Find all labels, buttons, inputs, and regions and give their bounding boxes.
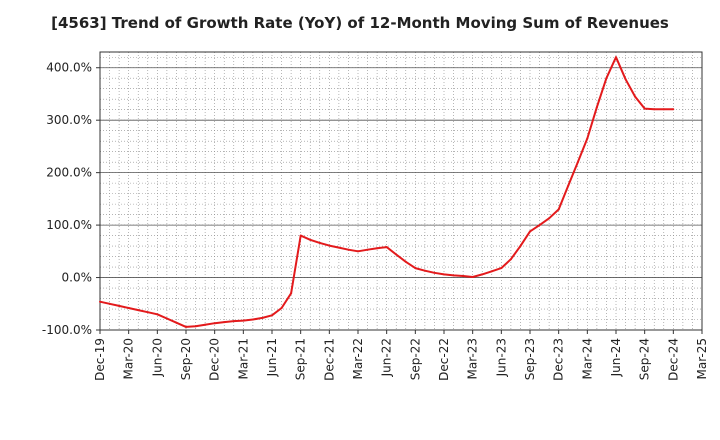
x-axis-tick-label: Jun-20 bbox=[150, 338, 164, 377]
y-axis-tick-label: -100.0% bbox=[42, 323, 92, 337]
x-axis-tick-label: Dec-22 bbox=[437, 338, 451, 381]
data-point bbox=[653, 108, 656, 111]
data-point bbox=[108, 302, 111, 305]
data-point bbox=[232, 320, 235, 323]
data-point bbox=[357, 250, 359, 253]
data-point bbox=[529, 230, 531, 233]
data-point bbox=[223, 321, 226, 324]
grid-vertical-lines bbox=[109, 52, 693, 330]
data-point bbox=[481, 273, 484, 276]
data-point bbox=[395, 253, 398, 256]
y-axis-tick-label: 300.0% bbox=[46, 113, 92, 127]
data-point bbox=[137, 309, 140, 312]
y-axis-tick-label: 400.0% bbox=[46, 61, 92, 75]
data-point bbox=[576, 161, 579, 164]
x-axis-tick-label: Jun-23 bbox=[494, 338, 508, 377]
y-axis-tick-label: 200.0% bbox=[46, 166, 92, 180]
data-point bbox=[586, 137, 589, 140]
y-axis-tick-labels: 400.0% 300.0% 200.0% 100.0% 0.0% -100.0% bbox=[42, 61, 100, 337]
data-point bbox=[146, 311, 149, 314]
data-point bbox=[452, 274, 455, 277]
y-axis-tick-label: 100.0% bbox=[46, 218, 92, 232]
data-point bbox=[99, 300, 101, 303]
x-axis-tick-label: Dec-20 bbox=[208, 338, 222, 381]
x-axis-tick-label: Mar-20 bbox=[122, 338, 136, 379]
data-point bbox=[118, 304, 121, 307]
data-point bbox=[490, 270, 493, 273]
x-axis-tick-label: Jun-24 bbox=[609, 338, 623, 377]
data-point bbox=[185, 325, 187, 328]
y-axis-tick-label: 0.0% bbox=[62, 271, 93, 285]
x-axis-tick-label: Sep-22 bbox=[408, 338, 422, 380]
data-point bbox=[433, 271, 436, 274]
data-point bbox=[509, 258, 512, 261]
data-point bbox=[462, 275, 465, 277]
x-axis-tick-label: Sep-21 bbox=[294, 338, 308, 380]
x-axis-tick-labels: Dec-19 Mar-20 Jun-20 Sep-20 Dec-20 Mar-21 Jun-… bbox=[93, 330, 709, 381]
data-point bbox=[366, 248, 369, 251]
data-point bbox=[500, 267, 503, 270]
x-axis-tick-label: Dec-19 bbox=[93, 338, 107, 381]
x-axis-tick-label: Mar-21 bbox=[236, 338, 250, 379]
data-point bbox=[662, 108, 665, 111]
data-point bbox=[519, 245, 522, 248]
data-point bbox=[261, 316, 264, 319]
x-axis-tick-label: Mar-22 bbox=[351, 338, 365, 379]
x-axis-tick-label: Jun-21 bbox=[265, 338, 279, 377]
x-axis-tick-label: Jun-22 bbox=[380, 338, 394, 377]
data-point bbox=[194, 325, 197, 328]
data-point bbox=[423, 269, 426, 272]
data-point bbox=[414, 267, 417, 270]
data-point bbox=[271, 314, 273, 317]
data-point bbox=[672, 108, 675, 111]
series-layer bbox=[99, 56, 675, 328]
x-axis-tick-label: Mar-25 bbox=[695, 338, 709, 379]
data-point bbox=[156, 313, 159, 316]
data-point bbox=[605, 77, 608, 80]
plot-background bbox=[100, 52, 702, 330]
data-point bbox=[376, 247, 379, 250]
data-point bbox=[328, 244, 331, 247]
data-point bbox=[175, 321, 178, 324]
data-point bbox=[299, 234, 302, 237]
data-point bbox=[242, 319, 245, 322]
x-axis-tick-label: Dec-24 bbox=[666, 338, 680, 381]
data-point bbox=[309, 238, 312, 241]
data-point bbox=[280, 307, 283, 309]
x-axis-tick-label: Sep-24 bbox=[638, 338, 652, 380]
data-point bbox=[251, 318, 254, 321]
data-point bbox=[204, 323, 207, 326]
data-point bbox=[213, 322, 216, 325]
grid-horizontal-lines bbox=[100, 56, 702, 331]
plot-frame bbox=[99, 51, 703, 331]
data-point bbox=[127, 307, 130, 309]
data-point bbox=[567, 184, 570, 187]
data-point bbox=[165, 317, 168, 320]
data-point bbox=[290, 292, 293, 295]
x-axis-tick-label: Sep-20 bbox=[179, 338, 193, 380]
data-point bbox=[443, 273, 445, 276]
x-axis-tick-label: Dec-23 bbox=[552, 338, 566, 381]
x-axis-tick-label: Mar-23 bbox=[466, 338, 480, 379]
data-point bbox=[318, 241, 321, 244]
data-point bbox=[595, 106, 598, 109]
x-axis-tick-label: Mar-24 bbox=[580, 338, 594, 379]
x-axis-tick-label: Sep-23 bbox=[523, 338, 537, 380]
data-point bbox=[337, 246, 340, 249]
data-point bbox=[557, 208, 560, 211]
data-point bbox=[624, 78, 627, 81]
data-point bbox=[347, 248, 350, 251]
data-point bbox=[548, 217, 551, 220]
data-point bbox=[634, 95, 637, 98]
x-axis-tick-label: Dec-21 bbox=[322, 338, 336, 381]
data-point bbox=[471, 276, 474, 278]
chart-title: [4563] Trend of Growth Rate (YoY) of 12-… bbox=[51, 14, 669, 32]
data-point bbox=[538, 224, 541, 227]
data-point bbox=[385, 246, 388, 249]
data-point bbox=[643, 107, 646, 110]
data-point bbox=[404, 260, 407, 263]
data-point bbox=[615, 56, 617, 59]
